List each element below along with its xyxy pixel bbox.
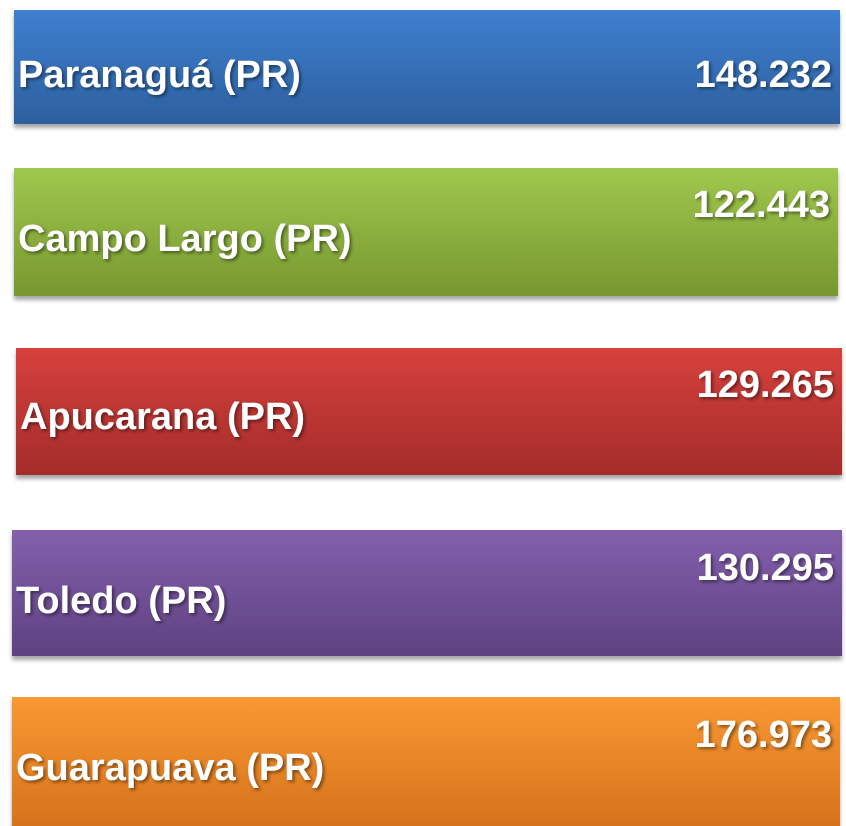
- city-label: Toledo (PR): [16, 580, 227, 622]
- city-label: Guarapuava (PR): [16, 747, 325, 789]
- city-label: Campo Largo (PR): [18, 218, 352, 260]
- city-value: 122.443: [692, 184, 830, 226]
- city-value: 176.973: [694, 714, 832, 756]
- city-box: Toledo (PR) 130.295: [12, 530, 842, 656]
- city-box: Guarapuava (PR) 176.973: [12, 697, 840, 826]
- city-value: 148.232: [694, 54, 832, 96]
- city-box: Campo Largo (PR) 122.443: [14, 168, 838, 296]
- city-box: Paranaguá (PR) 148.232: [14, 10, 840, 124]
- city-box: Apucarana (PR) 129.265: [16, 348, 842, 475]
- city-value: 129.265: [696, 364, 834, 406]
- city-label: Apucarana (PR): [20, 396, 306, 438]
- city-value: 130.295: [696, 547, 834, 589]
- city-label: Paranaguá (PR): [18, 54, 301, 96]
